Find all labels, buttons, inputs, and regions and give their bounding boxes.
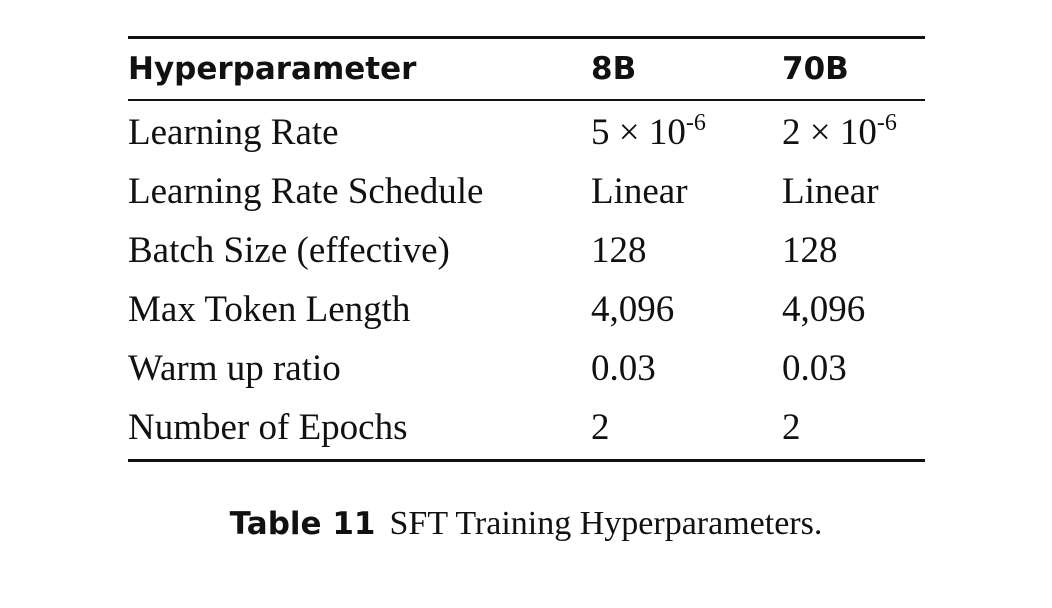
header-hyperparameter: Hyperparameter xyxy=(128,51,417,87)
header-8b: 8B xyxy=(591,51,637,87)
row-label: Number of Epochs xyxy=(128,407,408,448)
cell-70b: 2 xyxy=(782,407,801,448)
row-label: Batch Size (effective) xyxy=(128,230,450,271)
cell-70b-exponent: -6 xyxy=(876,110,897,136)
table-row: Warm up ratio 0.03 0.03 xyxy=(128,339,925,398)
row-label: Max Token Length xyxy=(128,289,411,330)
cell-8b: 0.03 xyxy=(591,348,656,389)
table-row: Learning Rate 5 × 10-6 2 × 10-6 xyxy=(128,103,925,162)
cell-70b: 2 × 10-6 xyxy=(782,111,925,154)
row-label: Warm up ratio xyxy=(128,348,341,389)
hyperparameter-table: Hyperparameter 8B 70B Learning Rate 5 × … xyxy=(128,36,925,462)
header-70b: 70B xyxy=(782,51,849,87)
table-top-rule xyxy=(128,36,925,39)
table-row: Learning Rate Schedule Linear Linear xyxy=(128,162,925,221)
table-row: Batch Size (effective) 128 128 xyxy=(128,221,925,280)
table-caption: Table 11 SFT Training Hyperparameters. xyxy=(0,505,1052,543)
table-header-row: Hyperparameter 8B 70B xyxy=(128,39,925,99)
cell-8b: 128 xyxy=(591,230,647,271)
cell-70b: Linear xyxy=(782,171,879,212)
cell-8b: 5 × 10-6 xyxy=(591,111,782,154)
cell-70b-base: 2 × 10 xyxy=(782,112,877,153)
cell-8b: Linear xyxy=(591,171,688,212)
caption-label: Table 11 xyxy=(229,506,376,542)
cell-8b: 4,096 xyxy=(591,289,675,330)
row-label: Learning Rate xyxy=(128,112,339,153)
table-header-rule xyxy=(128,99,925,101)
table-row: Max Token Length 4,096 4,096 xyxy=(128,280,925,339)
cell-70b: 128 xyxy=(782,230,838,271)
row-label: Learning Rate Schedule xyxy=(128,171,484,212)
table-body: Learning Rate 5 × 10-6 2 × 10-6 Learning… xyxy=(128,101,925,459)
cell-70b: 4,096 xyxy=(782,289,866,330)
caption-text: SFT Training Hyperparameters. xyxy=(389,505,823,542)
table-bottom-rule xyxy=(128,459,925,462)
cell-8b-exponent: -6 xyxy=(685,110,706,136)
cell-70b: 0.03 xyxy=(782,348,847,389)
cell-8b: 2 xyxy=(591,407,610,448)
cell-8b-base: 5 × 10 xyxy=(591,112,686,153)
table-row: Number of Epochs 2 2 xyxy=(128,398,925,457)
